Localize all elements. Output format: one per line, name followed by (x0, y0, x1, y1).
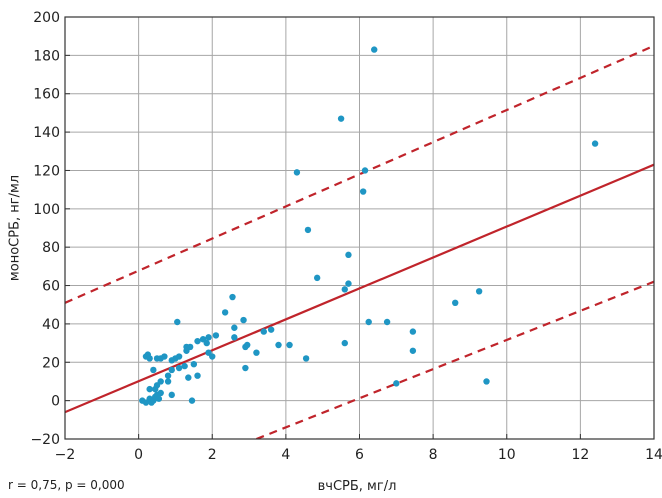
x-tick-label: 4 (281, 447, 290, 463)
data-point (393, 380, 400, 387)
x-tick-label: 8 (429, 447, 438, 463)
regression-line (65, 163, 654, 414)
data-point (157, 378, 164, 385)
data-point (242, 364, 249, 372)
data-point (168, 391, 175, 399)
data-point (253, 349, 260, 356)
data-point (304, 226, 312, 234)
data-point (267, 326, 275, 333)
y-tick-label: 180 (33, 48, 60, 64)
data-point (185, 374, 192, 381)
data-point (174, 318, 181, 326)
data-point (345, 280, 352, 287)
data-point (150, 366, 157, 374)
data-point (175, 353, 183, 360)
data-point (161, 353, 168, 360)
data-point (194, 372, 201, 379)
y-tick-label: 200 (33, 10, 60, 26)
data-point (409, 328, 417, 335)
data-point (188, 397, 196, 404)
data-point (371, 46, 378, 53)
x-tick-label: 12 (571, 447, 589, 463)
y-tick-label: 40 (42, 317, 60, 333)
x-axis-label: вчСРБ, мг/л (318, 479, 397, 494)
lower-confidence-bound (256, 280, 654, 439)
y-tick-label: 100 (33, 202, 60, 218)
data-point (260, 328, 267, 335)
data-point (164, 372, 172, 379)
data-point (240, 316, 247, 324)
data-point (212, 332, 220, 339)
grid-lines (65, 17, 654, 439)
data-point (475, 288, 483, 295)
data-point (164, 378, 172, 385)
data-point (409, 347, 417, 354)
data-point (345, 251, 352, 259)
data-point (181, 362, 188, 370)
regression-lines (65, 44, 654, 439)
data-point (313, 274, 321, 282)
y-tick-label: 160 (33, 87, 60, 103)
data-point (203, 339, 210, 347)
x-tick-label: 0 (134, 447, 143, 463)
data-point (275, 341, 282, 349)
data-points (139, 46, 599, 406)
data-point (244, 341, 251, 349)
data-point (157, 389, 164, 397)
data-point (293, 169, 301, 176)
data-point (168, 366, 175, 374)
y-tick-label: 60 (42, 279, 60, 295)
data-point (231, 334, 238, 341)
y-axis-label: моноСРБ, нг/мл (8, 175, 23, 281)
data-point (146, 355, 153, 362)
data-point (337, 115, 345, 122)
data-point (341, 339, 348, 347)
y-tick-label: 0 (51, 394, 60, 410)
y-tick-label: 120 (33, 163, 60, 179)
data-point (175, 364, 183, 372)
x-tick-label: −2 (55, 447, 76, 463)
y-tick-label: 20 (42, 355, 60, 371)
data-point (205, 334, 212, 341)
data-point (483, 378, 490, 385)
data-point (286, 341, 293, 349)
correlation-annotation: r = 0,75, p = 0,000 (8, 478, 125, 492)
x-tick-label: 6 (355, 447, 364, 463)
data-point (190, 360, 198, 368)
data-point (229, 293, 236, 301)
axis-ticks: −2 0 2 4 6 8 10 12 14−20020406080100120140160180… (30, 10, 662, 463)
data-point (365, 318, 372, 326)
y-tick-label: 140 (33, 125, 60, 141)
x-tick-label: 2 (208, 447, 217, 463)
data-point (194, 337, 201, 345)
data-point (341, 286, 348, 293)
data-point (302, 355, 310, 362)
data-point (231, 324, 238, 331)
data-point (383, 318, 391, 326)
data-point (146, 385, 153, 393)
data-point (359, 188, 367, 195)
y-tick-label: 80 (42, 240, 60, 256)
data-point (591, 140, 599, 147)
x-tick-label: 14 (645, 447, 662, 463)
upper-confidence-bound (65, 44, 654, 304)
data-point (452, 299, 459, 307)
data-point (155, 395, 163, 402)
data-point (183, 343, 190, 351)
data-point (361, 167, 369, 174)
data-point (209, 353, 216, 360)
x-tick-label: 10 (498, 447, 516, 463)
y-tick-label: −20 (30, 432, 60, 448)
data-point (221, 309, 229, 316)
